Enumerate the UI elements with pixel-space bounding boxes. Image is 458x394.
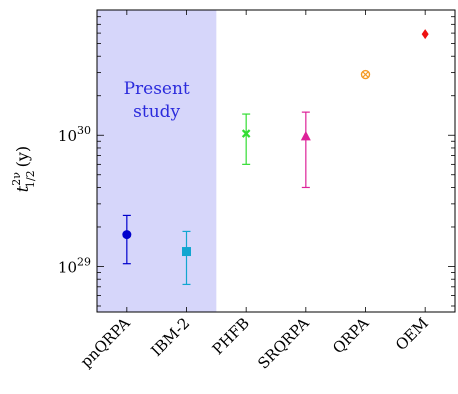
- y-axis-ticks: [97, 9, 455, 312]
- circle-marker: [122, 230, 132, 240]
- annotation-line-1: Present: [124, 79, 190, 99]
- data-point-pnqrpa: [122, 214, 132, 265]
- data-point-phfb: [241, 113, 251, 165]
- category-label-qrpa: QRPA: [329, 314, 372, 357]
- y-tick-label: 1030: [58, 124, 91, 145]
- data-point-srqrpa: [300, 111, 311, 189]
- square-marker: [182, 247, 191, 257]
- otimes-cross-b: [362, 71, 369, 78]
- annotation-group: Present study: [124, 79, 190, 122]
- data-point-oem: [421, 29, 429, 40]
- data-point-ibm-2: [182, 230, 191, 286]
- highlight-band: [97, 10, 217, 312]
- cross-marker-b: [241, 129, 251, 138]
- plot-frame: [96, 9, 456, 313]
- x-category-labels: pnQRPA IBM-2 PHFB SRQRPA QRPA OEM: [77, 314, 432, 373]
- y-tick-labels: 1029 1030: [58, 124, 91, 276]
- data-points: [122, 29, 429, 286]
- annotation-line-2: study: [133, 102, 180, 122]
- diamond-marker: [421, 29, 429, 40]
- category-label-phfb: PHFB: [209, 314, 253, 358]
- category-label-srqrpa: SRQRPA: [254, 314, 313, 373]
- category-label-ibm-2: IBM-2: [147, 314, 193, 360]
- y-axis-label-text: t2ν1/2(y): [10, 146, 37, 192]
- triangle-marker: [300, 130, 311, 141]
- y-axis-label: t2ν1/2(y): [10, 146, 37, 192]
- category-label-oem: OEM: [392, 314, 432, 354]
- category-label-pnqrpa: pnQRPA: [77, 314, 134, 371]
- data-point-qrpa: [360, 69, 371, 80]
- present-study-region: [97, 10, 217, 312]
- y-tick-label: 1029: [58, 255, 91, 276]
